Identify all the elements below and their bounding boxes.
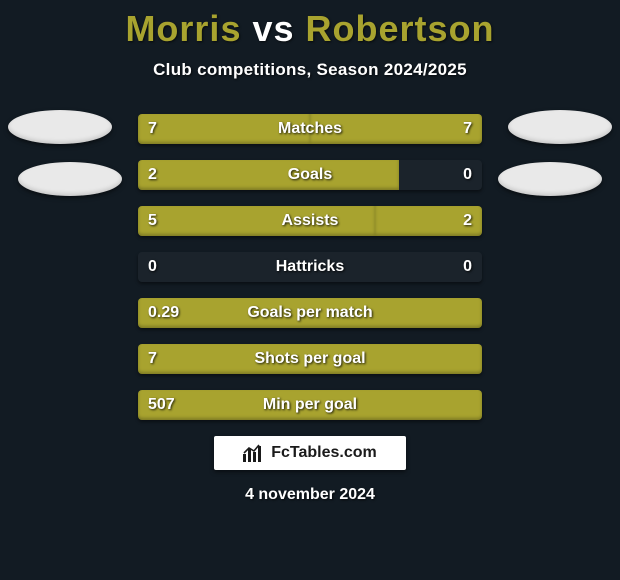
site-label: FcTables.com [271,444,377,462]
stat-fill-left [138,160,399,190]
site-badge: FcTables.com [214,436,406,470]
chart-bars-icon [243,444,265,462]
stat-value-left: 5 [138,206,167,236]
stat-row: 20Goals [138,160,482,190]
comparison-date: 4 november 2024 [0,486,620,504]
stat-value-left: 2 [138,160,167,190]
stat-value-left: 507 [138,390,185,420]
stat-row: 0 0Hattricks [138,252,482,282]
player1-club-icon [18,162,122,196]
comparison-subtitle: Club competitions, Season 2024/2025 [0,60,620,80]
stat-value-right: 2 [453,206,482,236]
stat-rows: 77Matches20Goals52Assists00Hattricks0.29… [138,114,482,420]
stat-value-left: 0.29 [138,298,189,328]
stat-label: Hattricks [138,252,482,282]
stat-value-right: 7 [453,114,482,144]
stat-fill [138,298,482,328]
stat-fill-left [138,206,375,236]
player2-club-icon [498,162,602,196]
stat-row: 52Assists [138,206,482,236]
stat-row: 7Shots per goal [138,344,482,374]
stat-value-right: 0 [453,252,482,282]
stat-value-right: 0 [453,160,482,190]
stat-value-left: 7 [138,114,167,144]
stat-fill [138,390,482,420]
stat-row: 77Matches [138,114,482,144]
stat-value-left: 0 [138,252,167,282]
player2-badge-icon [508,110,612,144]
stat-row: 507Min per goal [138,390,482,420]
stat-fill [138,344,482,374]
comparison-chart: 77Matches20Goals52Assists00Hattricks0.29… [0,114,620,420]
vs-separator: vs [252,8,294,49]
player1-badge-icon [8,110,112,144]
player1-name: Morris [125,8,241,49]
comparison-title: Morris vs Robertson [0,0,620,50]
player2-name: Robertson [306,8,495,49]
stat-value-left: 7 [138,344,167,374]
stat-row: 0.29Goals per match [138,298,482,328]
